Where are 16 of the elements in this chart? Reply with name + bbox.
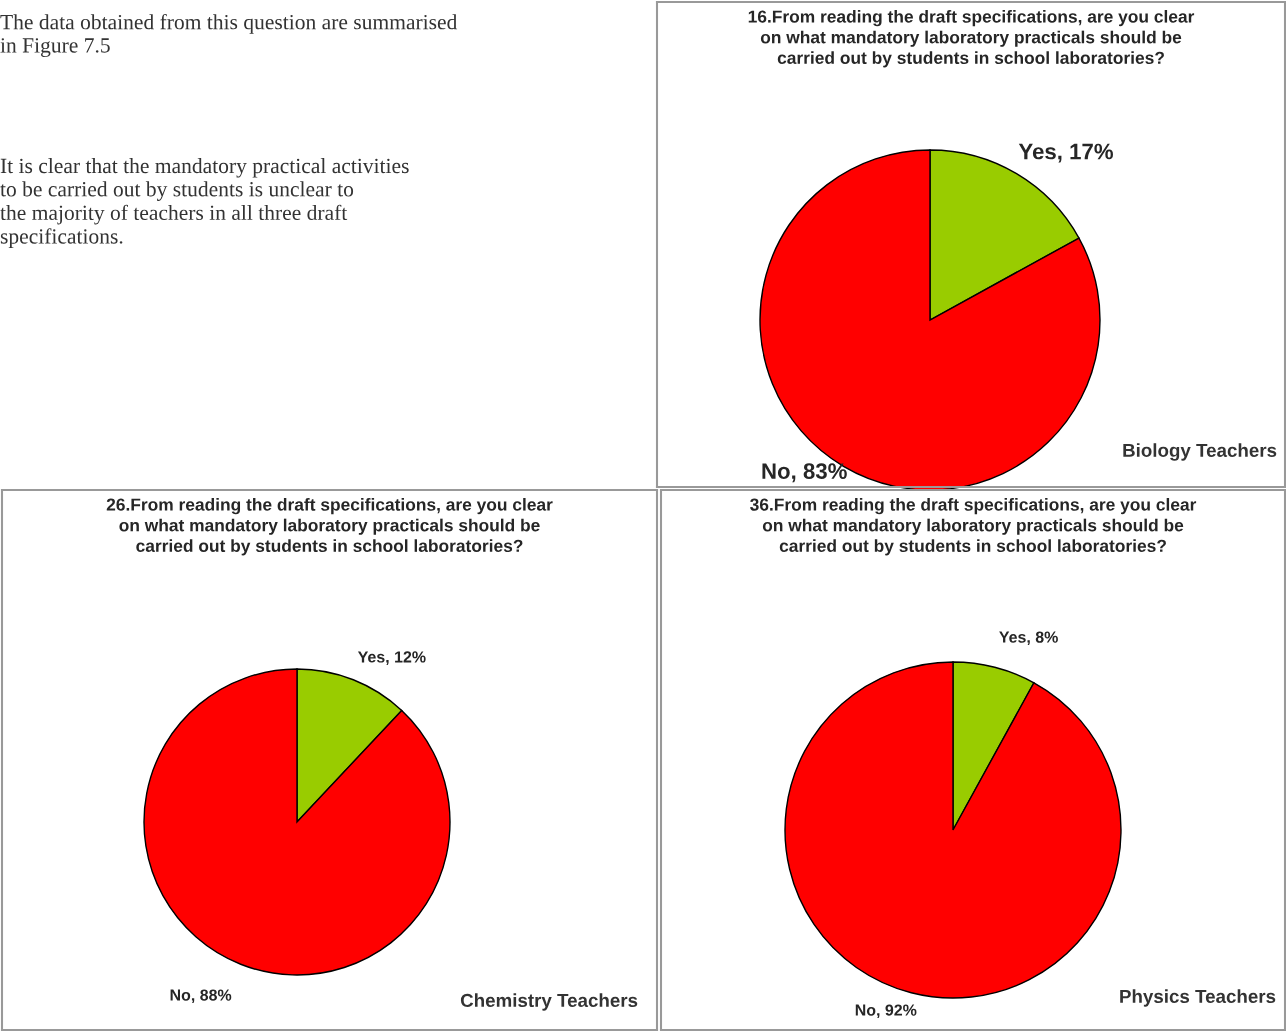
text: Chemistry Teachers	[460, 993, 638, 1011]
chart-title: 36.From reading the draft specifications, are you clear on what mandatory laboratory practicals should be carried out by students in school laboratories?	[750, 498, 1197, 556]
text: The data obtained from this question are summarised in Figure 7.5	[0, 14, 458, 58]
chart-title: 16.From reading the draft specifications, are you clear on what mandatory laboratory practicals should be carried out by students in school laboratories?	[748, 10, 1195, 68]
slice-label: No, 83%	[762, 463, 847, 483]
pie-slice	[143, 668, 451, 976]
text: Physics Teachers	[1120, 989, 1276, 1007]
chart-title: 26.From reading the draft specifications, are you clear on what mandatory laboratory practicals should be carried out by students in school laboratories?	[106, 498, 553, 556]
text: Biology Teachers	[1123, 443, 1277, 461]
slice-label: Yes, 17%	[1018, 143, 1113, 163]
pie-slice	[784, 661, 1122, 999]
text: It is clear that the mandatory practical activities to be carried out by students is unclear to the majority of teachers in all three draft specifications.	[0, 158, 409, 249]
slice-label: Yes, 12%	[357, 651, 426, 665]
slice-label: Yes, 8%	[999, 631, 1058, 646]
slice-label: No, 88%	[170, 989, 232, 1004]
slice-label: No, 92%	[855, 1004, 917, 1019]
